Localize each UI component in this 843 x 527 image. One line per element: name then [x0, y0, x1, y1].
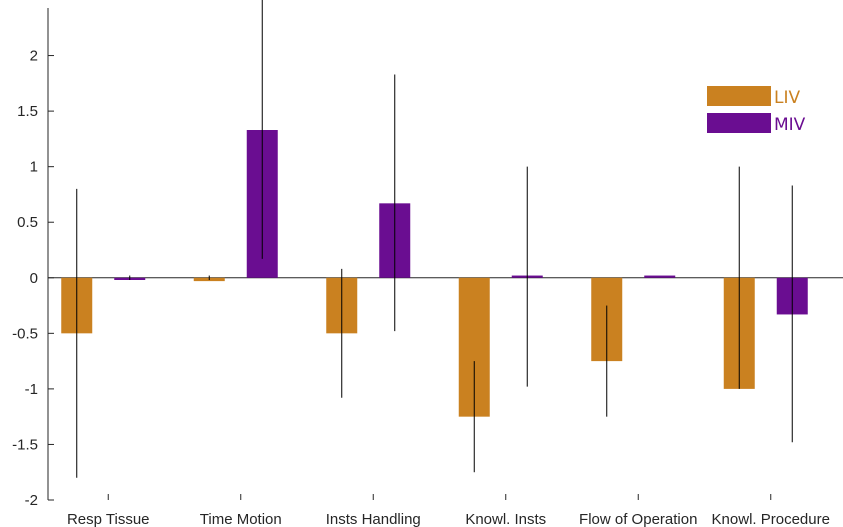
x-tick-label: Time Motion: [200, 511, 282, 527]
error-bars: [76, 0, 793, 478]
x-tick-label: Insts Handling: [326, 511, 421, 527]
y-tick-label: -0.5: [12, 325, 38, 342]
bar-miv-4: [644, 275, 676, 278]
y-tick-label: 0: [30, 270, 38, 287]
x-tick-labels: Resp Tissue Time Motion Insts Handling Know…: [67, 494, 830, 527]
legend-label-miv: MIV: [774, 115, 806, 135]
x-tick-label: Resp Tissue: [67, 511, 150, 527]
legend-swatch-liv: [707, 86, 771, 106]
y-tick-label: 1.5: [17, 103, 38, 120]
axes: [47, 8, 843, 500]
y-tick-label: -2: [25, 492, 38, 509]
y-tick-label: 2: [30, 48, 38, 65]
legend-swatch-miv: [707, 113, 771, 133]
y-tick-labels: -2 -1.5 -1 -0.5 0 0.5 1 1.5 2: [12, 48, 54, 509]
y-tick-label: -1.5: [12, 436, 38, 453]
legend-label-liv: LIV: [774, 88, 800, 108]
x-tick-label: Knowl. Procedure: [712, 511, 830, 527]
x-tick-label: Flow of Operation: [579, 511, 697, 527]
legend: LIV MIV: [707, 86, 806, 135]
y-tick-label: 0.5: [17, 214, 38, 231]
y-tick-label: 1: [30, 159, 38, 176]
bars: [61, 130, 808, 417]
y-tick-label: -1: [25, 381, 38, 398]
x-tick-label: Knowl. Insts: [465, 511, 546, 527]
